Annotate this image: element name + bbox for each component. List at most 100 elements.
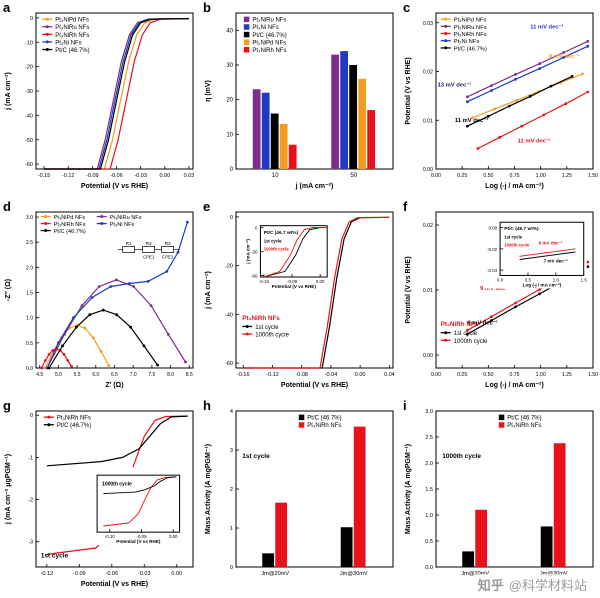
svg-text:1.5: 1.5 [581,277,588,282]
svg-text:0.00: 0.00 [423,167,433,173]
svg-text:Pt₃Ni NFs: Pt₃Ni NFs [252,25,278,31]
svg-text:0.0: 0.0 [26,366,33,372]
svg-text:2.5: 2.5 [26,240,33,246]
svg-text:0: 0 [30,16,33,22]
svg-text:-0.16: -0.16 [237,372,250,378]
svg-text:1000th cycle: 1000th cycle [102,481,132,487]
svg-text:Pt₃NiPd NFs: Pt₃NiPd NFs [54,215,86,221]
svg-text:0: 0 [30,413,33,419]
svg-text:0.25: 0.25 [457,173,467,179]
svg-text:0: 0 [230,215,233,221]
panel-letter-i: i [403,398,407,413]
svg-text:Log (-j / mA cm⁻²): Log (-j / mA cm⁻²) [523,282,562,287]
svg-text:4: 4 [230,409,233,415]
svg-text:1.25: 1.25 [562,372,572,378]
svg-text:2.5: 2.5 [425,435,433,441]
svg-text:1000th cycle: 1000th cycle [264,246,290,251]
svg-text:-3: -3 [28,540,33,546]
svg-text:0.00: 0.00 [159,173,170,179]
svg-text:-1: -1 [28,455,33,461]
chart-b-overpotential-bars: 0 10 20 30 40 j (mA cm⁻²) η (mV) 10 50 Pt₃NiRu NF… [205,12,394,190]
svg-text:8.0: 8.0 [167,372,174,378]
svg-text:0.02: 0.02 [423,223,433,229]
svg-text:0.03: 0.03 [184,173,195,179]
svg-text:4.5: 4.5 [36,372,43,378]
svg-text:13 mV dec⁻¹: 13 mV dec⁻¹ [438,81,472,88]
svg-text:1st cycle: 1st cycle [504,235,522,240]
svg-text:0.01: 0.01 [423,118,433,124]
svg-text:10: 10 [226,132,233,138]
svg-text:0.75: 0.75 [509,372,519,378]
svg-text:-20: -20 [25,65,33,71]
svg-text:0.00: 0.00 [355,372,366,378]
svg-text:-30: -30 [251,249,258,254]
panel-letter-e: e [203,199,211,214]
svg-text:8 mV dec⁻¹: 8 mV dec⁻¹ [539,241,564,246]
svg-text:10: 10 [272,173,279,179]
svg-text:-0.12: -0.12 [266,372,279,378]
svg-text:-0.08: -0.08 [287,279,298,284]
svg-text:8.5: 8.5 [186,372,193,378]
svg-text:R2: R2 [146,241,152,247]
svg-text:Pt₃NiRu NFs: Pt₃NiRu NFs [110,215,142,221]
svg-text:5.5: 5.5 [74,372,81,378]
svg-text:Pt/C (46.7%): Pt/C (46.7%) [55,48,89,54]
panel-h: h 0 1 2 3 4 Mass Activity (A mgPGM⁻¹) Jm@20mV J… [200,398,400,597]
svg-text:Potential (V vs RHE): Potential (V vs RHE) [281,382,348,389]
panel-letter-a: a [3,0,11,15]
svg-text:Pt/C (46.7%): Pt/C (46.7%) [54,229,86,235]
svg-text:0.50: 0.50 [483,173,493,179]
svg-text:50: 50 [350,173,357,179]
panel-g: g -0.12 -0.09 -0.06 -0.03 0.00 -3 -2 -1 0 Potenti… [0,398,200,597]
svg-text:0.00: 0.00 [431,173,441,179]
svg-text:0: 0 [230,565,233,571]
svg-text:R1: R1 [126,241,132,247]
chart-h-mass-activity-1st-cycle: 0 1 2 3 4 Mass Activity (A mgPGM⁻¹) Jm@20mV Jm@… [205,409,394,577]
svg-text:j (mA cm⁻²): j (mA cm⁻²) [205,271,212,310]
svg-text:Potential (V vs RHE): Potential (V vs RHE) [116,539,161,544]
svg-text:-40: -40 [25,113,33,119]
svg-text:η (mV): η (mV) [205,80,212,102]
svg-text:6.5: 6.5 [111,372,118,378]
svg-text:1000th cycle: 1000th cycle [504,243,530,248]
svg-text:20: 20 [226,98,233,104]
svg-text:1.50: 1.50 [588,372,598,378]
svg-text:-0.04: -0.04 [325,372,338,378]
panel-letter-c: c [403,0,411,15]
svg-text:Pt₃Ni NFs: Pt₃Ni NFs [55,40,81,46]
svg-text:1.0: 1.0 [425,513,433,519]
svg-text:Pt/C (46.7%): Pt/C (46.7%) [57,423,91,429]
svg-text:Pt₃NiRu NFs: Pt₃NiRu NFs [55,25,89,31]
svg-text:0: 0 [230,167,234,173]
svg-text:0.5: 0.5 [425,539,433,545]
svg-text:1.0: 1.0 [26,316,33,322]
svg-text:0.5: 0.5 [26,341,33,347]
svg-text:Pt₃NiRh NFs: Pt₃NiRh NFs [242,315,280,322]
svg-text:0.03: 0.03 [423,21,433,27]
svg-text:11 mV dec⁻¹: 11 mV dec⁻¹ [530,24,563,31]
svg-text:6.0: 6.0 [92,372,99,378]
panel-i: i 0.0 0.5 1.0 1.5 2.0 2.5 3.0 Mass Activity (A … [400,398,600,597]
svg-text:1: 1 [230,526,233,532]
svg-text:1000th cycle: 1000th cycle [442,453,481,460]
watermark-handle: @科学材料站 [508,578,587,593]
panel-letter-d: d [3,199,11,214]
svg-text:0.0: 0.0 [425,565,433,571]
watermark: 知乎 @科学材料站 [474,574,590,595]
panel-a: a -0.15 -0.12 -0.09 -0.06 -0.03 0.00 0.03 -60 -5… [0,0,200,199]
svg-text:Potential (V vs RHE): Potential (V vs RHE) [81,581,148,588]
svg-text:9 mV dec⁻¹: 9 mV dec⁻¹ [480,285,511,292]
svg-text:1000th cycle: 1000th cycle [255,333,289,339]
chart-e-durability-polarization: -0.16 -0.12 -0.08 -0.04 0.00 0.04 -60 -40 -20 0 Po… [205,211,395,389]
svg-text:-50: -50 [25,138,33,144]
svg-text:CPE2: CPE2 [162,254,174,259]
svg-text:0.00: 0.00 [169,534,178,539]
svg-text:0.25: 0.25 [457,372,467,378]
svg-text:Pt/C (46.7%): Pt/C (46.7%) [252,33,286,39]
svg-text:-0.08: -0.08 [295,372,308,378]
svg-text:Log (-j / mA cm⁻²): Log (-j / mA cm⁻²) [485,183,544,190]
svg-text:-2: -2 [28,498,33,504]
svg-text:1.50: 1.50 [588,173,598,179]
svg-text:Pt₃NiRh NFs: Pt₃NiRh NFs [54,222,86,228]
svg-text:Pt₃NiPd NFs: Pt₃NiPd NFs [55,18,89,24]
